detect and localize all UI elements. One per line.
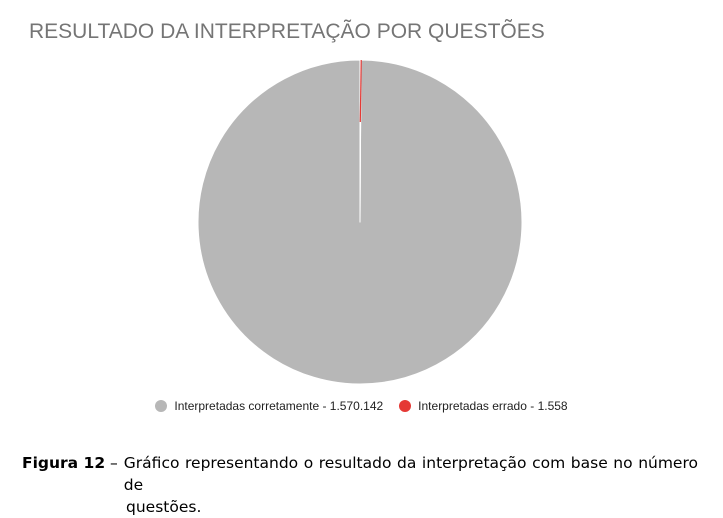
legend-label-wrong: Interpretadas errado - 1.558 (418, 399, 568, 413)
chart-title: RESULTADO DA INTERPRETAÇÃO POR QUESTÕES (29, 20, 545, 43)
legend-item-wrong: Interpretadas errado - 1.558 (399, 399, 568, 413)
caption-label: Figura 12 – (22, 454, 118, 472)
legend-item-correct: Interpretadas corretamente - 1.570.142 (155, 399, 383, 413)
legend-label-correct: Interpretadas corretamente - 1.570.142 (174, 399, 384, 413)
figure-caption: Figura 12 – Gráfico representando o resu… (22, 452, 698, 518)
chart-legend: Interpretadas corretamente - 1.570.142 I… (0, 399, 723, 413)
legend-marker-correct (155, 400, 168, 412)
pie-chart (197, 59, 523, 385)
caption-text-line1: Gráfico representando o resultado da int… (123, 454, 698, 494)
caption-text-line2: questões. (126, 498, 202, 516)
pie-slice-wrong-highlight (359, 59, 362, 123)
legend-marker-wrong (399, 400, 412, 412)
